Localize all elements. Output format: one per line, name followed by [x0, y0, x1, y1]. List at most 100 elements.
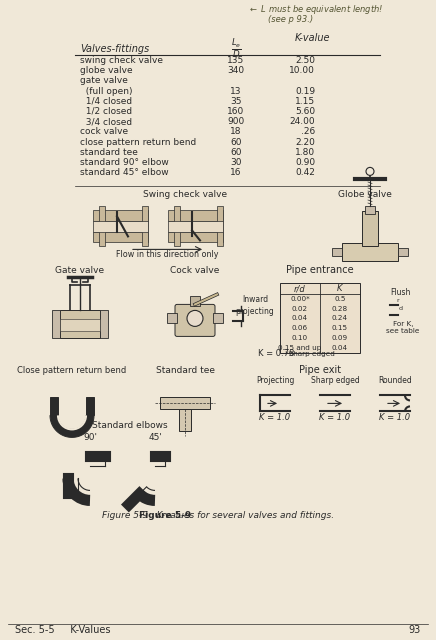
- Text: standard 45° elbow: standard 45° elbow: [80, 168, 169, 177]
- Text: 0.04: 0.04: [292, 316, 308, 321]
- Bar: [160, 397, 210, 410]
- Text: Inward
projecting: Inward projecting: [235, 296, 274, 316]
- Text: 0.19: 0.19: [295, 86, 315, 95]
- Text: 16: 16: [230, 168, 242, 177]
- Bar: [92, 211, 147, 221]
- Text: (see p 93.): (see p 93.): [268, 15, 313, 24]
- Text: K = 0.78: K = 0.78: [258, 349, 294, 358]
- Text: cock valve: cock valve: [80, 127, 128, 136]
- Bar: [92, 221, 147, 232]
- Text: d: d: [399, 307, 403, 312]
- Text: 18: 18: [230, 127, 242, 136]
- FancyBboxPatch shape: [60, 310, 100, 339]
- Text: 2.50: 2.50: [295, 56, 315, 65]
- Text: Globe valve: Globe valve: [338, 190, 392, 200]
- Text: r/d: r/d: [294, 284, 306, 293]
- Text: 3/4 closed: 3/4 closed: [80, 117, 132, 126]
- Text: 0.5: 0.5: [334, 296, 346, 302]
- Bar: [142, 206, 147, 246]
- Text: For K,
see table: For K, see table: [386, 321, 420, 334]
- Text: 30: 30: [230, 158, 242, 167]
- Bar: [100, 310, 108, 339]
- Bar: [167, 314, 177, 323]
- Text: 0.15: 0.15: [332, 325, 348, 332]
- Text: 0.09: 0.09: [332, 335, 348, 341]
- Text: .26: .26: [301, 127, 315, 136]
- Text: K = 1.0: K = 1.0: [379, 413, 411, 422]
- Text: Projecting: Projecting: [256, 376, 294, 385]
- Text: K = 1.0: K = 1.0: [259, 413, 290, 422]
- Text: (full open): (full open): [80, 86, 133, 95]
- Bar: [167, 232, 222, 243]
- Text: standard tee: standard tee: [80, 148, 138, 157]
- Text: 160: 160: [228, 107, 245, 116]
- Text: Sec. 5-5     K-Values: Sec. 5-5 K-Values: [15, 625, 110, 635]
- Circle shape: [366, 168, 374, 175]
- Text: 340: 340: [228, 66, 245, 76]
- Bar: [213, 314, 223, 323]
- Text: 0.15 and up: 0.15 and up: [278, 345, 322, 351]
- Bar: [398, 248, 408, 257]
- Text: $\leftarrow$ L must be equivalent length!: $\leftarrow$ L must be equivalent length…: [248, 3, 384, 16]
- Text: swing check valve: swing check valve: [80, 56, 163, 65]
- Text: 1/2 closed: 1/2 closed: [80, 107, 132, 116]
- Text: 1.15: 1.15: [295, 97, 315, 106]
- Bar: [99, 206, 105, 246]
- Text: Close pattern return bend: Close pattern return bend: [17, 366, 126, 376]
- Bar: [92, 232, 147, 243]
- Text: Cock valve: Cock valve: [170, 266, 220, 275]
- Text: K: K: [337, 284, 343, 293]
- Polygon shape: [50, 415, 94, 437]
- Bar: [60, 319, 100, 332]
- Text: 0.02: 0.02: [292, 306, 308, 312]
- Text: Rounded: Rounded: [378, 376, 412, 385]
- Text: r: r: [396, 298, 399, 303]
- Text: Figure 5-9: Figure 5-9: [139, 511, 191, 520]
- Bar: [86, 397, 94, 415]
- Text: 60: 60: [230, 138, 242, 147]
- Text: 90': 90': [83, 433, 97, 442]
- Bar: [50, 397, 58, 415]
- Text: Figure 5-9   K-values for several valves and fittings.: Figure 5-9 K-values for several valves a…: [102, 511, 334, 520]
- Text: 0.00*: 0.00*: [290, 296, 310, 302]
- FancyBboxPatch shape: [365, 206, 375, 214]
- Text: 10.00: 10.00: [289, 66, 315, 76]
- Text: 0.28: 0.28: [332, 306, 348, 312]
- Text: close pattern return bend: close pattern return bend: [80, 138, 196, 147]
- Text: 13: 13: [230, 86, 242, 95]
- Text: 900: 900: [228, 117, 245, 126]
- Text: Flush: Flush: [390, 289, 410, 298]
- Text: Valves-fittings: Valves-fittings: [80, 44, 149, 54]
- Text: Sharp edged: Sharp edged: [310, 376, 359, 385]
- Text: 135: 135: [228, 56, 245, 65]
- Bar: [167, 211, 222, 221]
- Text: 1.80: 1.80: [295, 148, 315, 157]
- Text: 1/4 closed: 1/4 closed: [80, 97, 132, 106]
- Text: 60: 60: [230, 148, 242, 157]
- Bar: [217, 206, 222, 246]
- Bar: [332, 248, 342, 257]
- Text: globe valve: globe valve: [80, 66, 133, 76]
- Bar: [174, 206, 180, 246]
- Text: K = 1.0: K = 1.0: [320, 413, 351, 422]
- Bar: [190, 296, 200, 307]
- Text: 2.20: 2.20: [295, 138, 315, 147]
- Text: 24.00: 24.00: [290, 117, 315, 126]
- FancyBboxPatch shape: [175, 305, 215, 337]
- FancyBboxPatch shape: [342, 243, 398, 261]
- Text: 0.06: 0.06: [292, 325, 308, 332]
- Text: *Sharp edged: *Sharp edged: [285, 351, 335, 357]
- Text: 5.60: 5.60: [295, 107, 315, 116]
- Text: 0.42: 0.42: [295, 168, 315, 177]
- Text: gate valve: gate valve: [80, 76, 128, 85]
- Circle shape: [187, 310, 203, 326]
- Text: Gate valve: Gate valve: [55, 266, 105, 275]
- Text: Standard elbows: Standard elbows: [92, 421, 168, 430]
- Text: 0.24: 0.24: [332, 316, 348, 321]
- Text: Flow in this direction only: Flow in this direction only: [116, 250, 218, 259]
- Bar: [52, 310, 60, 339]
- Text: 0.10: 0.10: [292, 335, 308, 341]
- Bar: [167, 221, 222, 232]
- Text: 93: 93: [409, 625, 421, 635]
- Text: 45': 45': [148, 433, 162, 442]
